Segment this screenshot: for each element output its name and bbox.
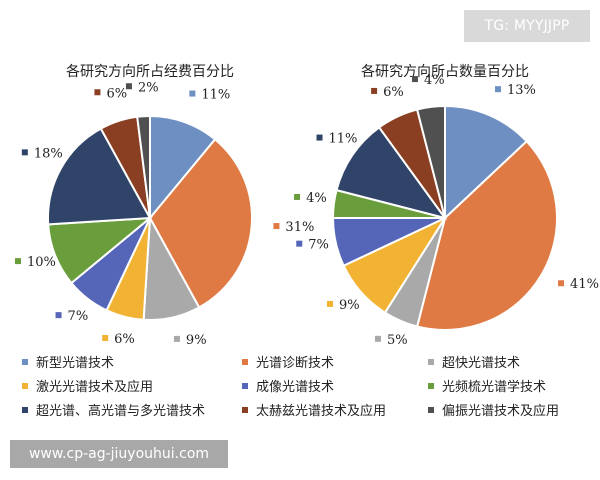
data-label-2-9: 4%	[411, 73, 445, 88]
pie-slice-2-1	[444, 104, 529, 221]
pie-slice-2-9	[415, 104, 446, 219]
svg-text:7%: 7%	[68, 309, 89, 324]
svg-text:5%: 5%	[387, 333, 408, 348]
chart-title-1: 各研究方向所占经费百分比	[66, 64, 234, 80]
data-label-2-3: 5%	[374, 333, 408, 348]
watermark-top: TG: MYYJJPP	[464, 10, 590, 42]
pie-slice-2-7	[335, 125, 448, 220]
svg-text:4%: 4%	[424, 73, 445, 88]
pie-slice-2-2	[415, 139, 558, 331]
data-label-1-7: 18%	[21, 146, 63, 161]
data-label-2-2: 41%	[558, 277, 599, 292]
svg-text:9%: 9%	[339, 298, 360, 313]
data-label-1-4: 6%	[102, 332, 135, 347]
svg-text:11%: 11%	[329, 132, 358, 147]
data-label-2-1: 13%	[495, 83, 536, 98]
svg-text:10%: 10%	[27, 255, 56, 270]
svg-text:2%: 2%	[138, 80, 159, 95]
data-label-2-7: 11%	[316, 132, 358, 147]
svg-text:11%: 11%	[201, 88, 230, 103]
svg-text:4%: 4%	[306, 191, 327, 206]
data-label-2-5: 7%	[296, 238, 329, 253]
data-label-1-2: 31%	[273, 220, 314, 235]
svg-text:6%: 6%	[114, 332, 135, 347]
data-label-2-4: 9%	[326, 298, 360, 313]
svg-text:18%: 18%	[34, 146, 63, 161]
data-label-1-8: 6%	[94, 86, 127, 101]
data-label-2-8: 6%	[371, 85, 404, 100]
data-label-1-9: 2%	[125, 80, 159, 95]
svg-text:7%: 7%	[308, 238, 329, 253]
svg-text:41%: 41%	[570, 277, 599, 292]
watermark-bottom: www.cp-ag-jiuyouhui.com	[10, 440, 228, 468]
pie-slice-1-2	[148, 137, 253, 309]
pie-slice-1-1	[149, 114, 217, 221]
data-label-1-5: 7%	[55, 309, 89, 324]
svg-text:6%: 6%	[383, 85, 404, 100]
svg-text:6%: 6%	[106, 86, 127, 101]
svg-text:13%: 13%	[507, 83, 536, 98]
svg-text:9%: 9%	[186, 333, 207, 348]
data-label-2-6: 4%	[294, 191, 327, 206]
data-label-1-1: 11%	[189, 88, 230, 103]
pie-slice-1-9	[136, 114, 151, 219]
pie-slice-1-7	[47, 127, 152, 226]
chart-title-2: 各研究方向所占数量百分比	[361, 64, 529, 80]
data-label-1-3: 9%	[173, 333, 207, 348]
data-label-1-6: 10%	[14, 255, 56, 270]
svg-text:31%: 31%	[285, 220, 314, 235]
